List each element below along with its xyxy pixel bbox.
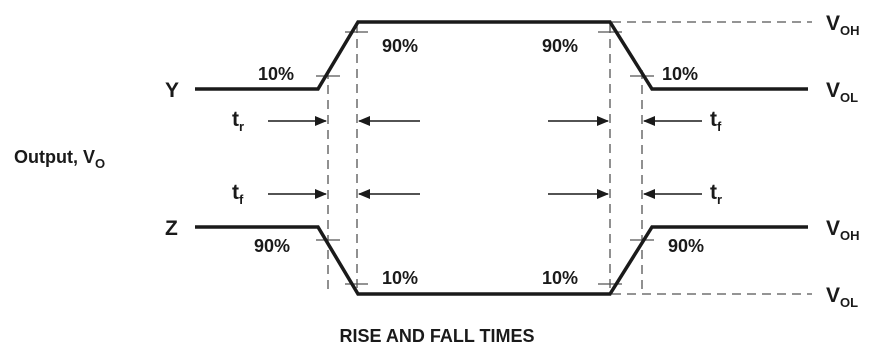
tr-z-t: t: [710, 181, 717, 204]
vol-label-z: VOL: [826, 284, 858, 310]
diagram-caption: RISE AND FALL TIMES: [339, 326, 534, 346]
tr-y-sub: r: [239, 119, 244, 134]
vol-label-y: VOL: [826, 79, 858, 105]
voh-z-sub: OH: [840, 228, 860, 243]
voh-z-v: V: [826, 217, 840, 240]
signal-y-label: Y: [165, 79, 179, 102]
tf-label-z: tf: [232, 181, 244, 207]
vol-z-v: V: [826, 284, 840, 307]
signal-z-label: Z: [165, 217, 178, 240]
tf-z-t: t: [232, 181, 239, 204]
tf-z-sub: f: [239, 192, 244, 207]
pct-z-10-left: 10%: [382, 268, 418, 288]
voh-sub: OH: [840, 23, 860, 38]
tf-y-sub: f: [717, 119, 722, 134]
pct-z-90-left: 90%: [254, 236, 290, 256]
pct-y-90-left: 90%: [382, 36, 418, 56]
pct-y-10-right: 10%: [662, 64, 698, 84]
pct-z-10-right: 10%: [542, 268, 578, 288]
vol-sub: OL: [840, 90, 858, 105]
voh-label-z: VOH: [826, 217, 860, 243]
voh-label-y: VOH: [826, 12, 860, 38]
tr-y-t: t: [232, 108, 239, 131]
vol-v: V: [826, 79, 840, 102]
output-label-sub: O: [95, 156, 105, 171]
pct-y-90-right: 90%: [542, 36, 578, 56]
z-waveform: [195, 225, 808, 296]
y-waveform: [195, 20, 808, 91]
output-vo-label: Output, VO: [14, 147, 105, 171]
voh-v: V: [826, 12, 840, 35]
tf-label-y: tf: [710, 108, 722, 134]
pct-y-10-left: 10%: [258, 64, 294, 84]
tr-label-z: tr: [710, 181, 722, 207]
tr-z-sub: r: [717, 192, 722, 207]
vol-z-sub: OL: [840, 295, 858, 310]
tr-label-y: tr: [232, 108, 244, 134]
tf-y-t: t: [710, 108, 717, 131]
pct-z-90-right: 90%: [668, 236, 704, 256]
output-label-main: Output, V: [14, 147, 95, 167]
